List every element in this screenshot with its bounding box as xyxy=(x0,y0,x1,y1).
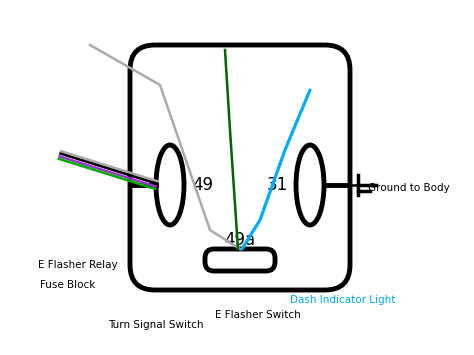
Ellipse shape xyxy=(296,145,324,225)
Text: Ground to Body: Ground to Body xyxy=(368,183,450,193)
Text: 49a: 49a xyxy=(224,231,255,249)
Text: Dash Indicator Light: Dash Indicator Light xyxy=(290,295,395,305)
Text: Fuse Block: Fuse Block xyxy=(40,280,95,290)
FancyBboxPatch shape xyxy=(130,45,350,290)
Text: Turn Signal Switch: Turn Signal Switch xyxy=(108,320,203,330)
Text: E Flasher Relay: E Flasher Relay xyxy=(38,260,118,270)
Text: E Flasher Switch: E Flasher Switch xyxy=(215,310,301,320)
Text: 31: 31 xyxy=(267,176,288,194)
Text: 49: 49 xyxy=(192,176,213,194)
Ellipse shape xyxy=(156,145,184,225)
FancyBboxPatch shape xyxy=(205,249,275,271)
